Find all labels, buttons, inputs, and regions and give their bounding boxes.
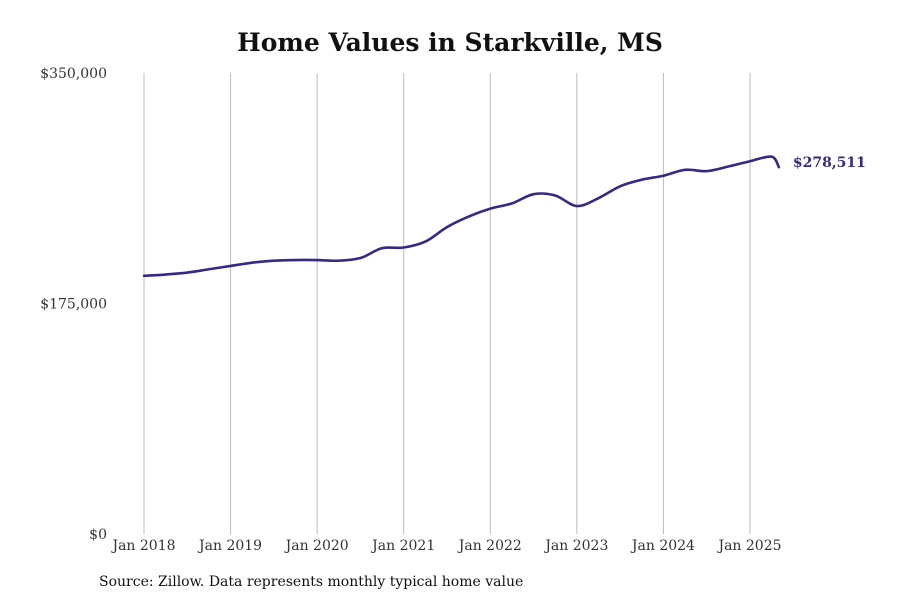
x-tick-label: Jan 2019 [197,538,262,554]
y-axis-ticks: $0 $175,000 $350,000 [40,66,107,543]
chart-title: Home Values in Starkville, MS [237,28,663,57]
x-axis-ticks: Jan 2018 Jan 2019 Jan 2020 Jan 2021 Jan 2022… [110,538,781,554]
x-tick-label: Jan 2018 [110,538,175,554]
source-note: Source: Zillow. Data represents monthly … [99,574,524,590]
x-tick-label: Jan 2021 [370,538,435,554]
series-line [142,155,781,278]
end-value-label: $278,511 [793,155,866,171]
x-gridlines [143,73,751,534]
x-tick-label: Jan 2020 [284,538,349,554]
x-tick-label: Jan 2025 [716,538,781,554]
x-tick-label: Jan 2023 [543,538,608,554]
x-tick-label: Jan 2024 [630,538,695,554]
x-tick-label: Jan 2022 [457,538,522,554]
y-tick-label: $0 [89,527,107,543]
y-tick-label: $175,000 [40,297,107,313]
y-tick-label: $350,000 [40,66,107,82]
